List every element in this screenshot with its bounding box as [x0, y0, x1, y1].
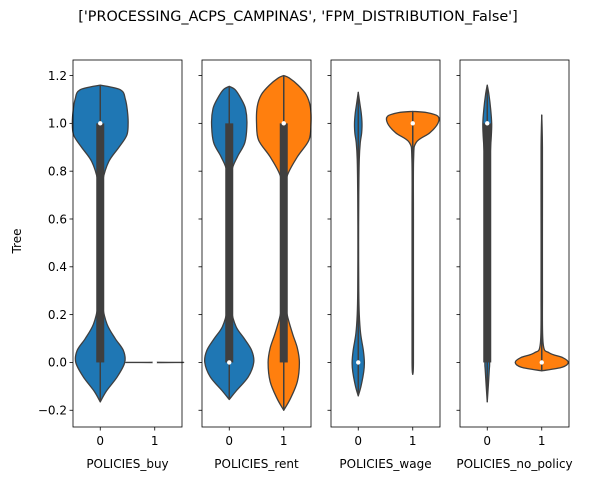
x-tick-label: 1 [151, 434, 159, 448]
x-tick-label: 1 [538, 434, 546, 448]
y-tick-label: 0.8 [48, 164, 67, 178]
subplot-3: 0 1 POLICIES_wage [327, 59, 441, 471]
subplot-4: 0 1 POLICIES_no_policy [456, 59, 573, 471]
violin-median [227, 360, 232, 365]
axes-frame [201, 59, 312, 428]
y-tick-label: 0.6 [48, 212, 67, 226]
violin-median [98, 121, 103, 126]
x-axis-label: POLICIES_no_policy [456, 457, 572, 471]
y-tick-label: 0.2 [48, 308, 67, 322]
violin-1 [514, 114, 569, 372]
violin-0 [482, 84, 493, 403]
x-tick-label: 1 [409, 434, 417, 448]
y-tick-label: −0.2 [38, 404, 67, 418]
y-tick-label: 1.2 [48, 69, 67, 83]
x-tick-label: 0 [225, 434, 233, 448]
y-tick-label: 0.4 [48, 260, 67, 274]
violin-iqr-box [96, 123, 105, 363]
x-axis-label: POLICIES_buy [86, 457, 168, 471]
violin-median [152, 360, 157, 365]
violin-iqr-box [279, 123, 288, 363]
violin-median [410, 121, 415, 126]
x-tick-label: 0 [483, 434, 491, 448]
subplots: −0.2 0.0 0.2 0.4 0.6 0.8 1.0 1.2 0 1 POLICIES_buy 0… [38, 59, 573, 471]
y-axis-label: Tree [10, 228, 24, 254]
axes-frame [330, 59, 441, 428]
violin-iqr-box [483, 123, 492, 363]
violin-1 [255, 74, 312, 411]
violin-median [539, 360, 544, 365]
chart-title: ['PROCESSING_ACPS_CAMPINAS', 'FPM_DISTRI… [78, 9, 518, 25]
violin-0 [71, 84, 129, 403]
y-tick-label: 0.0 [48, 356, 67, 370]
x-tick-label: 0 [96, 434, 104, 448]
violin-median [485, 121, 490, 126]
y-tick-label: 1.0 [48, 117, 67, 131]
subplot-1: −0.2 0.0 0.2 0.4 0.6 0.8 1.0 1.2 0 1 POLICIES_buy [38, 59, 185, 471]
axes-frame [459, 59, 570, 428]
violin-median [281, 121, 286, 126]
x-tick-label: 1 [280, 434, 288, 448]
x-axis-label: POLICIES_rent [214, 457, 299, 471]
x-tick-label: 0 [354, 434, 362, 448]
axes-frame [72, 59, 183, 428]
violin-iqr-box [225, 123, 234, 363]
violin-median [356, 360, 361, 365]
violin-1 [385, 110, 440, 376]
subplot-2: 0 1 POLICIES_rent [198, 59, 312, 471]
x-axis-label: POLICIES_wage [339, 457, 431, 471]
violin-0 [351, 91, 366, 397]
violin-1 [125, 360, 185, 365]
violin-0 [203, 85, 255, 401]
